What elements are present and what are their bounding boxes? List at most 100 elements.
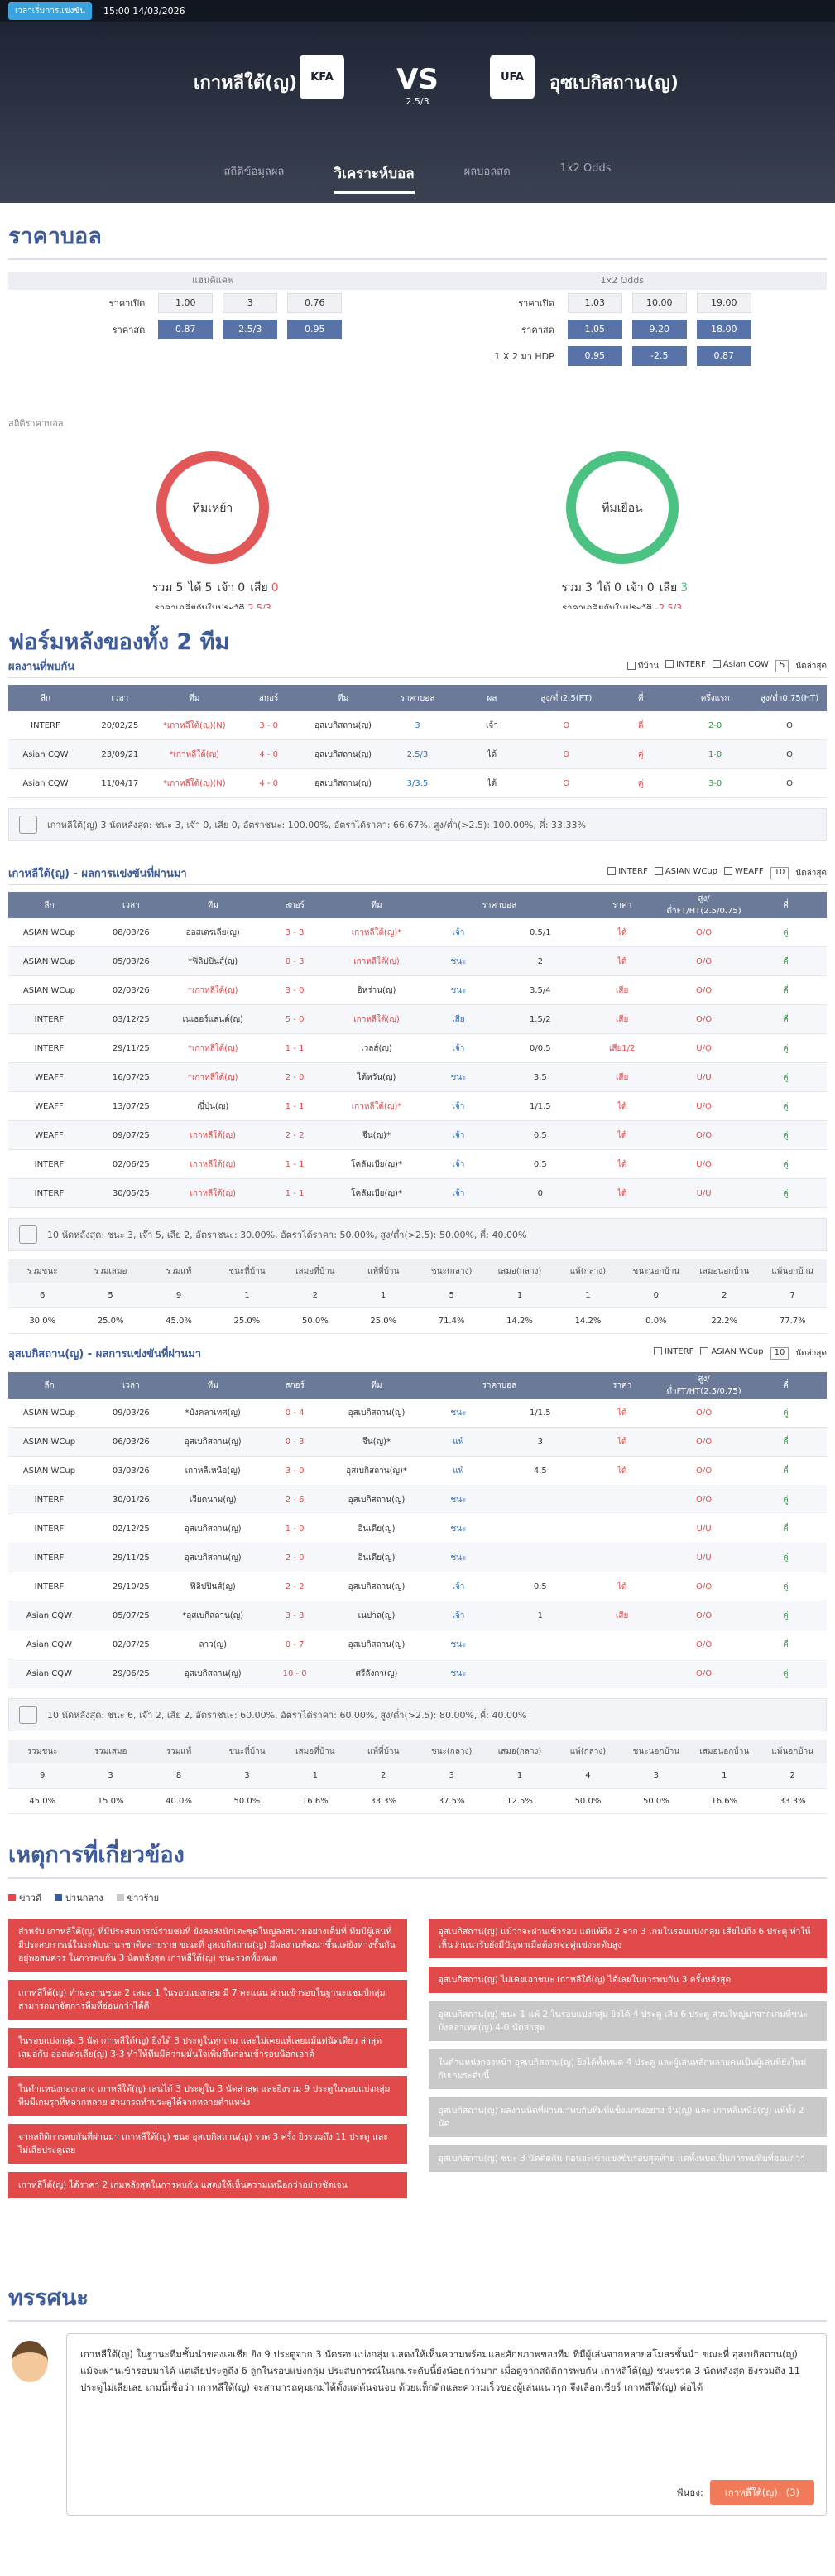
cell: 1 - 0: [253, 1514, 336, 1543]
odds-row: ราคาสด 1.05 9.20 18.00: [418, 316, 828, 343]
cell: 71.4%: [417, 1307, 486, 1334]
cell: 23/09/21: [82, 739, 157, 769]
cell: 10 - 0: [253, 1659, 336, 1688]
cell: ได้: [581, 1091, 664, 1121]
cell: โคลัมเบีย(ญ)*: [335, 1178, 418, 1208]
donut-ring: [156, 451, 270, 564]
header-cell: ราคาบอล: [417, 1372, 582, 1399]
odds-cell: 9.20: [631, 320, 687, 339]
cell: 2 - 6: [253, 1485, 336, 1514]
cell: Asian CQW: [8, 739, 83, 769]
form-section: ฟอร์มหลังของทั้ง 2 ทีม: [0, 609, 835, 654]
cell: *เกาหลีใต้(ญ)(N): [156, 711, 232, 740]
filter[interactable]: 5: [775, 659, 789, 672]
cell: O/O: [663, 975, 746, 1005]
legend-label: ปานกลาง: [65, 1893, 103, 1904]
cell: 30/01/26: [89, 1485, 172, 1514]
pick-button[interactable]: เกาหลีใต้(ญ) (3): [709, 2480, 814, 2505]
filter[interactable]: Asian CQW: [713, 660, 769, 672]
cell: Asian CQW: [8, 1601, 90, 1630]
cell: INTERF: [8, 1033, 90, 1063]
cell: 1: [690, 1763, 759, 1789]
header-cell: สูง/ต่ำFT/HT(2.5/0.75): [663, 892, 746, 918]
filter[interactable]: ASIAN WCup: [700, 1347, 763, 1360]
cell: 2 - 2: [253, 1572, 336, 1601]
header-row: ลีก เวลา ทีม สกอร์ ทีม ราคาบอล ราคา สูง/ต่ำFT/H…: [8, 1372, 827, 1399]
match-datetime: 15:00 14/03/2026: [103, 5, 185, 17]
filter[interactable]: 10: [770, 866, 789, 879]
h2h-section: ผลงานที่พบกัน ทีบ้าน INTERF Asian CQW 5 นัดล่…: [0, 654, 835, 861]
donut-avg: ราคาเฉลี่ยกับในประวัติ 2.5/3: [89, 600, 337, 609]
cell: 29/10/25: [89, 1572, 172, 1601]
cell: [581, 1543, 664, 1572]
row: WEAFF 16/07/25 *เกาหลีใต้(ญ) 2 - 0 ไต้หวัน(ญ…: [8, 1062, 827, 1092]
filter[interactable]: นัดล่าสุด: [795, 661, 827, 671]
results-table: ลีก เวลา ทีม สกอร์ ทีม ราคาบอล ราคา สูง/ต่ำFT/H…: [8, 892, 827, 1208]
cell: 09/03/26: [89, 1399, 172, 1428]
news-item: อุสเบกิสถาน(ญ) แม้ว่าจะผ่านเข้ารอบ แต่แพ…: [428, 1919, 827, 1958]
tab[interactable]: ผลบอลสด: [463, 166, 511, 178]
row: INTERF 29/10/25 ฟิลิปปินส์(ญ) 2 - 2 อุสเบกิส…: [8, 1572, 827, 1601]
cell: ชนะ: [417, 1630, 500, 1659]
row: ASIAN WCup 05/03/26 *ฟิลิปปินส์(ญ) 0 - 3 เกา…: [8, 946, 827, 976]
row: ASIAN WCup 03/03/26 เกาหลีเหนือ(ญ) 3 - 0 อุส…: [8, 1456, 827, 1485]
donut-box: ทีมเหย้า รวม 5 ได้ 5 เจ้า 0 เสีย 0 ราคาเฉลี่ยกับใ…: [89, 445, 337, 609]
tab[interactable]: วิเคราะห์บอล: [334, 162, 415, 194]
filter[interactable]: ASIAN WCup: [655, 867, 717, 879]
cell: เนเธอร์แลนด์(ญ): [171, 1004, 254, 1034]
cell: 3 - 3: [253, 1601, 336, 1630]
stat-label: เจ้า: [626, 581, 644, 595]
odds-label: ราคาเปิด: [108, 298, 146, 309]
cell: 1.5/2: [499, 1004, 582, 1034]
header-cell: แพ้นอกบ้าน: [758, 1259, 827, 1283]
filter[interactable]: ทีบ้าน: [627, 660, 659, 672]
away-recent: อุสเบกิสถาน(ญ) - ผลการแข่งขันที่ผ่านมา IN…: [0, 1341, 835, 1822]
news-item: เกาหลีใต้(ญ) ได้ราคา 2 เกมหลังสุดในการพบ…: [8, 2172, 407, 2198]
filter[interactable]: WEAFF: [724, 867, 764, 879]
cell: อุสเบกิสถาน(ญ): [171, 1427, 254, 1457]
tab[interactable]: 1x2 Odds: [559, 162, 612, 175]
subheader: เกาหลีใต้(ญ) - ผลการแข่งขันที่ผ่านมา INTE…: [8, 861, 827, 885]
header-cell: แพ้นอกบ้าน: [758, 1740, 827, 1763]
header-cell: สกอร์: [253, 892, 336, 918]
row: Asian CQW 11/04/17 *เกาหลีใต้(ญ)(N) 4 - 0 อุ…: [8, 768, 827, 798]
header-cell: สูง/ต่ำFT/HT(2.5/0.75): [663, 1372, 746, 1399]
donut-box: ทีมเยือน รวม 3 ได้ 0 เจ้า 0 เสีย 3 ราคาเฉลี่ยกับใ…: [498, 445, 746, 609]
cell: เสีย: [581, 1601, 664, 1630]
filter[interactable]: นัดล่าสุด: [795, 1348, 827, 1358]
odds-label: ราคาเปิด: [518, 298, 554, 309]
avatar: [12, 2341, 48, 2382]
cell: 16.6%: [690, 1788, 759, 1814]
row: INTERF 30/01/26 เวียดนาม(ญ) 2 - 6 อุสเบกิสถา…: [8, 1485, 827, 1514]
cell: 0 - 3: [253, 1427, 336, 1457]
header-cell: รวมแพ้: [144, 1259, 214, 1283]
cell: 06/03/26: [89, 1427, 172, 1457]
filter[interactable]: INTERF: [607, 867, 648, 879]
sub-title: อุสเบกิสถาน(ญ) - ผลการแข่งขันที่ผ่านมา: [8, 1347, 202, 1360]
tab[interactable]: สถิติข้อมูลผล: [223, 166, 285, 178]
cell: 45.0%: [8, 1788, 77, 1814]
filter[interactable]: INTERF: [654, 1347, 694, 1360]
stat-label: รวม: [151, 581, 173, 595]
cell: *เกาหลีใต้(ญ): [171, 1062, 254, 1092]
filter[interactable]: 10: [770, 1346, 789, 1360]
stat-label: เสีย: [659, 581, 678, 595]
donut-ring: [565, 451, 679, 564]
odds-cell: 0.87: [158, 320, 214, 339]
legend-swatch: [116, 1894, 124, 1901]
home-team: เกาหลีใต้(ญ): [193, 73, 297, 94]
stat-value: 3: [680, 581, 689, 595]
cell: 2 - 2: [253, 1120, 336, 1150]
odds-cell: 1.00: [158, 293, 214, 313]
header-cell: เวลา: [89, 1372, 172, 1399]
odds-row: ราคาเปิด 1.03 10.00 19.00: [418, 290, 828, 316]
cell: *เกาหลีใต้(ญ): [171, 1033, 254, 1063]
filter[interactable]: INTERF: [665, 660, 706, 672]
filter[interactable]: นัดล่าสุด: [795, 868, 827, 878]
header-cell: ทีม: [335, 1372, 418, 1399]
cell: แพ้: [417, 1456, 500, 1485]
odds-cell: 1.03: [567, 293, 622, 313]
section-title: ทรรศนะ: [8, 2265, 827, 2322]
